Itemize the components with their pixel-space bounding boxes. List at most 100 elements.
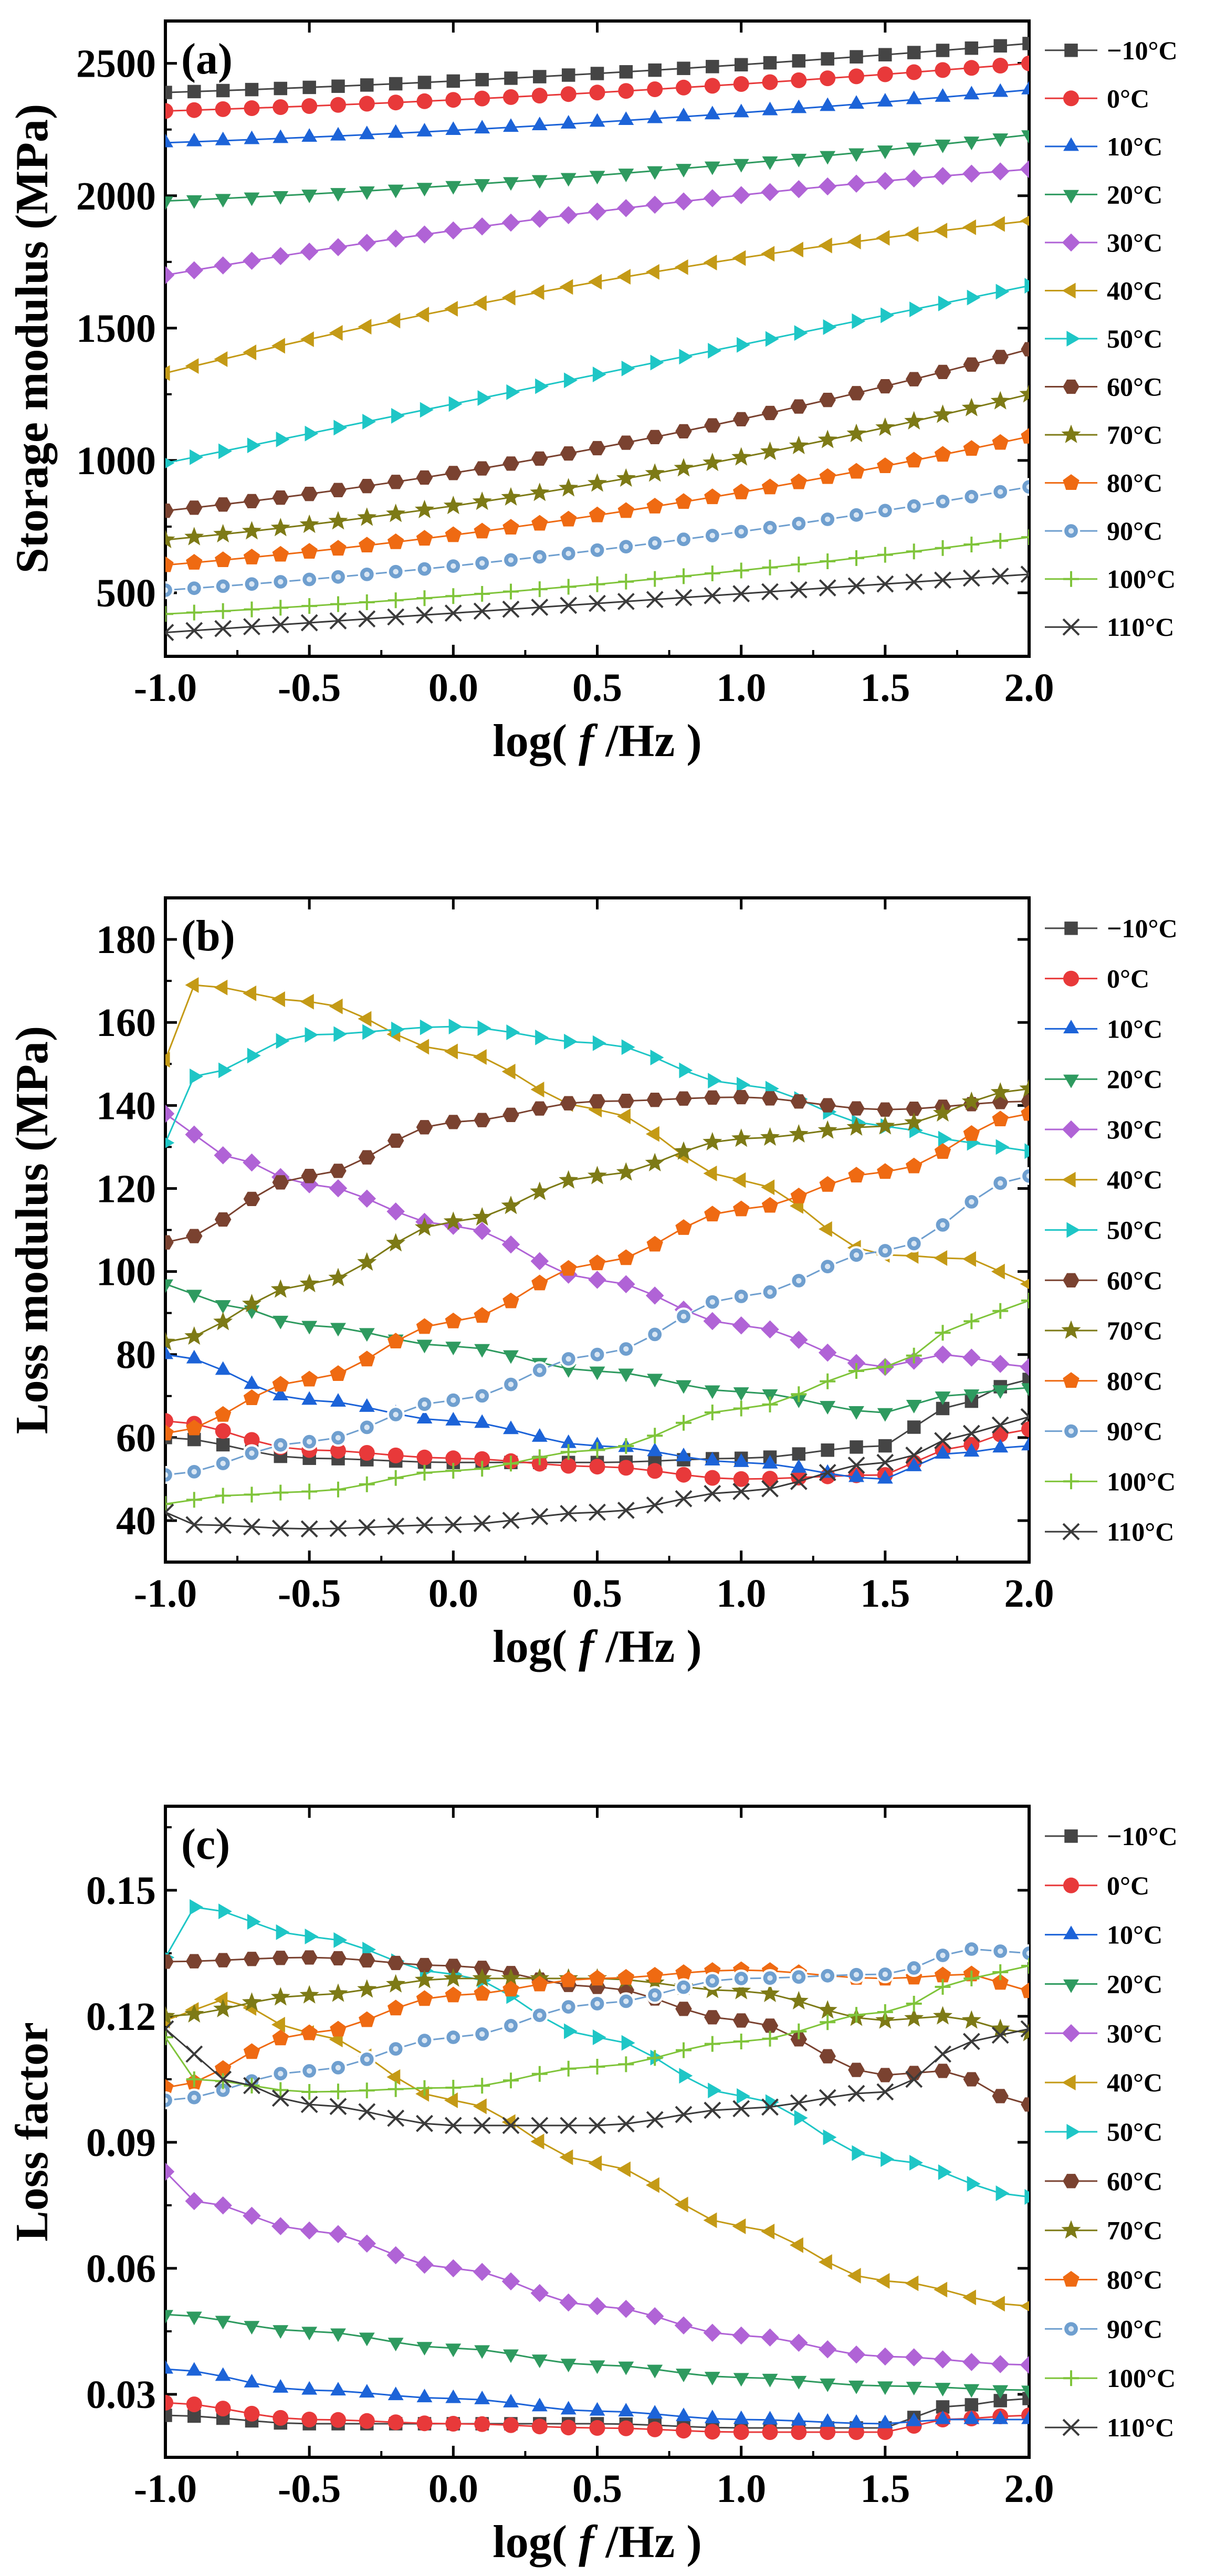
- y-axis-title: Loss modulus (MPa): [7, 1026, 58, 1434]
- data-point: [474, 522, 490, 539]
- data-point: [329, 1179, 348, 1198]
- data-point: [389, 77, 403, 91]
- data-point: [618, 2361, 634, 2375]
- data-point: [271, 2089, 289, 2107]
- data-point: [560, 1504, 578, 1522]
- data-point: [473, 1387, 491, 1405]
- data-point: [445, 1450, 462, 1467]
- data-point: [474, 586, 490, 602]
- data-point: [761, 2098, 779, 2116]
- data-point: [932, 1103, 953, 1122]
- data-point: [300, 331, 314, 348]
- data-point: [934, 223, 948, 239]
- data-point: [674, 1141, 694, 1160]
- data-point: [273, 600, 289, 616]
- data-point: [733, 76, 749, 92]
- data-point: [674, 2316, 693, 2334]
- legend-label: 0°C: [1107, 83, 1149, 113]
- x-tick-label: 0.0: [428, 1572, 478, 1616]
- data-point: [531, 88, 548, 104]
- data-point: [961, 1091, 981, 1111]
- data-point: [617, 1992, 635, 2010]
- data-point: [305, 1027, 319, 1043]
- data-point: [416, 1516, 433, 1534]
- legend-item: 100°C: [1045, 1467, 1176, 1496]
- data-point: [877, 2414, 893, 2428]
- data-point: [991, 1416, 1009, 1434]
- data-point: [559, 2149, 573, 2165]
- x-tick-label: -1.0: [134, 2467, 197, 2511]
- data-point: [244, 1375, 260, 1389]
- data-point: [703, 189, 722, 207]
- data-point: [503, 2072, 519, 2089]
- legend: −10°C 0°C 10°C 20°C 30°C 40°C 50°C 60°C 70°C 80°C…: [1045, 1821, 1178, 2442]
- data-point: [790, 1331, 808, 1349]
- data-point: [934, 1345, 952, 1364]
- data-point: [444, 1516, 462, 1534]
- legend-item: 110°C: [1045, 2413, 1174, 2442]
- data-point: [243, 1389, 260, 1405]
- data-point: [905, 2070, 923, 2088]
- series-10: [165, 1105, 1029, 1441]
- data-point: [846, 1117, 866, 1136]
- series-line: [165, 1998, 1029, 2307]
- data-point: [848, 68, 864, 85]
- data-point: [618, 2403, 634, 2417]
- data-point: [445, 526, 462, 542]
- data-point: [416, 183, 433, 197]
- data-point: [329, 2225, 348, 2244]
- data-point: [214, 351, 228, 367]
- data-point: [934, 1946, 952, 1965]
- data-point: [531, 515, 548, 531]
- data-point: [992, 1095, 1009, 1109]
- legend-label: 110°C: [1107, 1517, 1174, 1546]
- legend-item: 10°C: [1045, 1920, 1162, 1950]
- data-point: [273, 1315, 289, 1329]
- data-point: [733, 2034, 749, 2049]
- data-point: [675, 1490, 693, 1507]
- data-point: [617, 1340, 635, 1358]
- series-8: [165, 342, 1029, 518]
- series-line: [165, 220, 1029, 374]
- data-point: [992, 2385, 1009, 2399]
- y-tick-label: 180: [96, 918, 156, 962]
- data-point: [676, 1467, 691, 1483]
- data-point: [501, 1235, 520, 1254]
- legend-item: 70°C: [1045, 2216, 1162, 2245]
- data-point: [588, 541, 606, 559]
- legend-label: 60°C: [1107, 372, 1162, 402]
- data-point: [905, 1102, 923, 1116]
- data-point: [588, 2297, 606, 2316]
- data-point: [214, 620, 232, 637]
- series-11: [165, 1940, 1029, 2110]
- data-point: [792, 54, 806, 68]
- data-point: [589, 576, 605, 592]
- data-point: [676, 568, 691, 584]
- data-point: [761, 583, 779, 601]
- data-point: [731, 1128, 751, 1147]
- series-4: [165, 130, 1029, 211]
- data-point: [674, 530, 693, 549]
- data-point: [1021, 2385, 1029, 2400]
- data-point: [244, 130, 260, 144]
- data-point: [387, 184, 404, 198]
- data-point: [935, 139, 951, 153]
- x-tick-label: 0.5: [572, 1572, 622, 1616]
- data-point: [165, 2029, 173, 2045]
- legend-marker: [1063, 190, 1079, 204]
- data-point: [165, 2091, 175, 2110]
- data-point: [876, 1453, 894, 1471]
- data-point: [271, 572, 290, 591]
- y-axis-title: Storage modulus (MPa): [7, 104, 58, 574]
- data-point: [273, 1484, 289, 1501]
- data-point: [962, 164, 981, 183]
- data-point: [645, 264, 659, 280]
- data-point: [674, 1307, 693, 1326]
- data-point: [501, 2272, 520, 2291]
- data-point: [1021, 55, 1029, 71]
- data-point: [474, 1414, 490, 1428]
- data-point: [1020, 1408, 1029, 1426]
- data-point: [992, 533, 1009, 549]
- data-point: [414, 1970, 435, 1988]
- data-point: [446, 74, 460, 88]
